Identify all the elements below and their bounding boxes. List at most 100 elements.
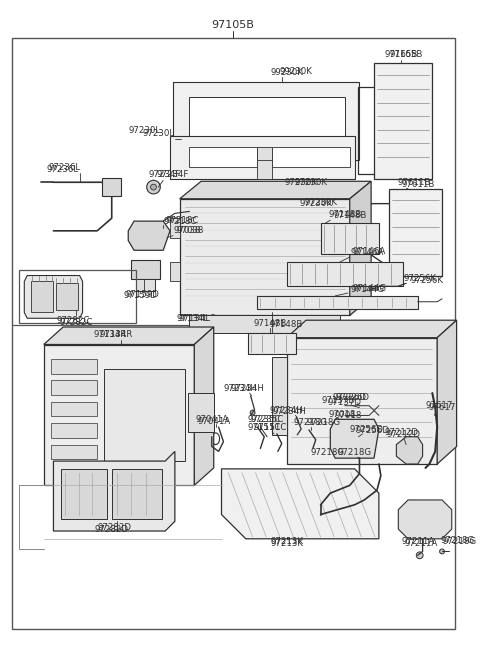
Ellipse shape (384, 96, 399, 117)
Text: 97611B: 97611B (401, 179, 434, 189)
Polygon shape (374, 63, 432, 179)
Text: 97144G: 97144G (350, 285, 384, 293)
Polygon shape (396, 437, 422, 464)
Polygon shape (63, 485, 102, 500)
Text: 97235C: 97235C (251, 415, 284, 424)
Polygon shape (51, 423, 97, 438)
Text: 97282D: 97282D (95, 525, 129, 534)
Polygon shape (437, 320, 456, 464)
Text: 97134L: 97134L (178, 314, 210, 323)
Text: 97256D: 97256D (355, 426, 389, 436)
Polygon shape (136, 280, 156, 291)
Polygon shape (248, 333, 296, 354)
Ellipse shape (250, 410, 255, 415)
Polygon shape (272, 357, 287, 435)
Ellipse shape (335, 185, 355, 198)
Text: 99230K: 99230K (270, 68, 303, 77)
Text: 97148B: 97148B (333, 211, 366, 220)
Polygon shape (51, 445, 97, 459)
Text: 97213K: 97213K (270, 537, 303, 546)
Polygon shape (389, 189, 442, 276)
Polygon shape (53, 451, 175, 531)
Polygon shape (188, 393, 214, 432)
Polygon shape (61, 469, 107, 519)
Polygon shape (398, 500, 452, 539)
Polygon shape (350, 181, 371, 315)
Polygon shape (190, 315, 340, 333)
Ellipse shape (400, 441, 418, 459)
Ellipse shape (440, 549, 444, 554)
Polygon shape (102, 178, 121, 196)
Text: 97234F: 97234F (149, 170, 181, 179)
Text: 97218G: 97218G (440, 536, 474, 545)
Text: 99230K: 99230K (280, 67, 313, 76)
Text: 97148B: 97148B (253, 318, 287, 328)
Text: 97146A: 97146A (352, 247, 386, 255)
Text: 97212D: 97212D (386, 430, 420, 440)
Polygon shape (121, 485, 170, 498)
Text: 97212D: 97212D (384, 428, 418, 438)
Ellipse shape (130, 401, 157, 428)
Polygon shape (287, 320, 456, 338)
Text: 97282C: 97282C (56, 316, 90, 325)
Ellipse shape (352, 436, 358, 441)
Text: 97041A: 97041A (195, 415, 228, 424)
Polygon shape (272, 147, 350, 167)
Text: 97134R: 97134R (93, 330, 126, 339)
Ellipse shape (310, 438, 316, 445)
Text: 97038: 97038 (174, 227, 201, 235)
Text: 97230K: 97230K (304, 198, 337, 207)
Polygon shape (104, 369, 185, 461)
Text: 97236L: 97236L (48, 163, 81, 172)
Text: 97159D: 97159D (126, 290, 160, 299)
Text: 97038: 97038 (177, 227, 204, 235)
Text: 97041A: 97041A (197, 417, 230, 426)
Text: 97211A: 97211A (401, 537, 434, 546)
Text: 97165B: 97165B (389, 50, 423, 58)
Ellipse shape (138, 226, 159, 246)
Text: 97211A: 97211A (404, 539, 437, 548)
Text: 97213K: 97213K (270, 539, 303, 548)
Polygon shape (173, 82, 360, 160)
Ellipse shape (119, 389, 169, 440)
Text: 97230K: 97230K (299, 199, 332, 208)
Polygon shape (112, 469, 162, 519)
Text: 97137D: 97137D (321, 396, 355, 405)
Text: 97134R: 97134R (100, 330, 133, 339)
Polygon shape (180, 198, 350, 315)
Polygon shape (24, 276, 83, 318)
Bar (19, 270, 136, 323)
Polygon shape (51, 402, 97, 417)
Text: 97235C: 97235C (248, 415, 281, 424)
Text: 97018: 97018 (334, 411, 361, 420)
Text: 97218G: 97218G (306, 418, 341, 426)
Polygon shape (248, 145, 282, 160)
Text: 97256D: 97256D (349, 424, 383, 434)
Text: 97151C: 97151C (248, 422, 281, 432)
Text: 97134L: 97134L (176, 314, 208, 323)
Text: 97617: 97617 (425, 402, 453, 410)
Text: 97218G: 97218G (337, 448, 372, 457)
Polygon shape (51, 359, 97, 373)
Text: 97218C: 97218C (163, 217, 196, 225)
Ellipse shape (346, 430, 363, 447)
Text: 97234H: 97234H (224, 384, 258, 393)
Ellipse shape (416, 552, 423, 559)
Polygon shape (221, 469, 379, 539)
Text: 97105B: 97105B (212, 20, 254, 30)
Text: 97159D: 97159D (124, 291, 158, 301)
Polygon shape (128, 221, 170, 250)
Text: 97218G: 97218G (442, 537, 476, 546)
Text: 97234H: 97234H (273, 407, 306, 416)
Text: 97230K: 97230K (285, 178, 318, 187)
Text: 97230L: 97230L (128, 126, 160, 136)
Text: 97226D: 97226D (333, 394, 367, 402)
Polygon shape (194, 327, 214, 485)
Text: 97137D: 97137D (328, 398, 362, 407)
Text: 97148B: 97148B (328, 210, 361, 219)
Text: 97234F: 97234F (157, 170, 189, 179)
Polygon shape (180, 181, 371, 198)
Ellipse shape (370, 284, 378, 289)
Ellipse shape (147, 180, 160, 194)
Ellipse shape (337, 422, 372, 456)
